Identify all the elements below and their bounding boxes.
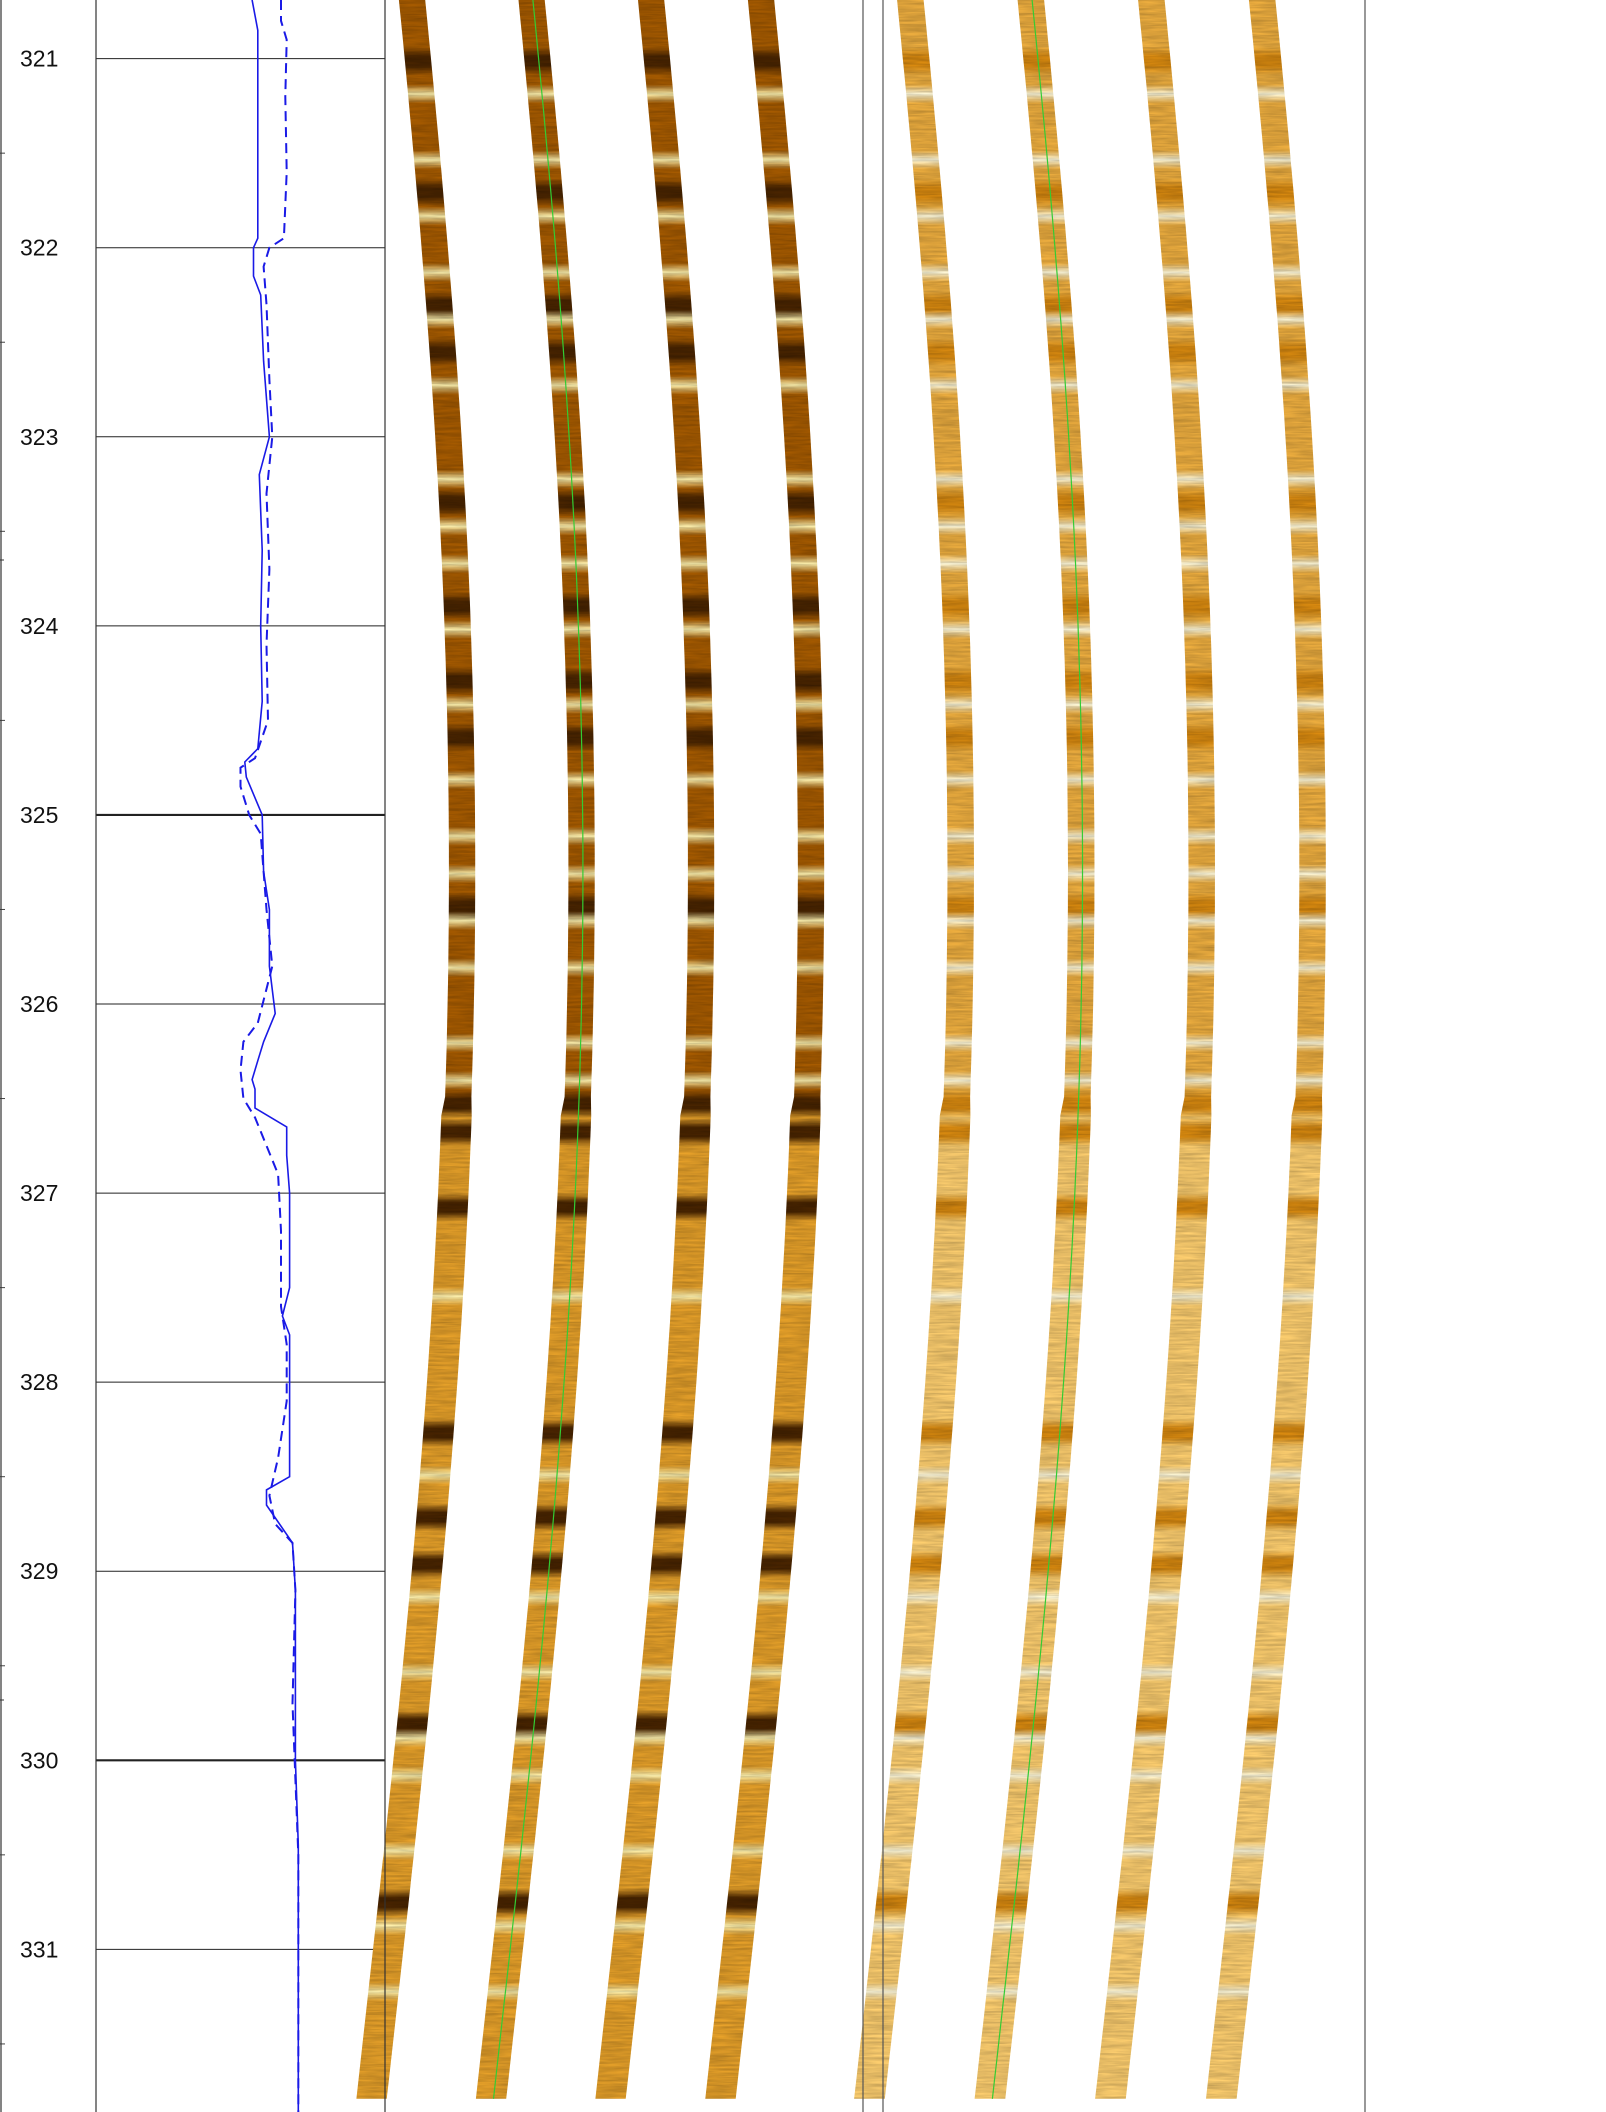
dashed-curve [239, 0, 300, 2112]
dynamic-image-pad-texture-1 [356, 0, 476, 2099]
curve-track [96, 0, 385, 2112]
static-image-pad-texture-1 [854, 0, 974, 2099]
depth-label: 329 [20, 1558, 58, 1584]
depth-label: 331 [20, 1936, 58, 1962]
dynamic-image-panel [356, 0, 825, 2099]
depth-label: 322 [20, 235, 58, 261]
dynamic-image-pad-texture-3 [595, 0, 715, 2099]
depth-label: 323 [20, 424, 58, 450]
static-image-pad-texture-2 [974, 0, 1095, 2099]
static-image-pad-texture-4 [1206, 0, 1326, 2099]
depth-label: 321 [20, 46, 58, 72]
dynamic-image-pad-texture-2 [475, 0, 595, 2099]
static-image-panel [854, 0, 1326, 2099]
depth-label: 328 [20, 1369, 58, 1395]
dynamic-image-pad-texture-4 [705, 0, 825, 2099]
static-image-trace [991, 0, 1084, 2099]
depth-label: 326 [20, 991, 58, 1017]
depth-label: 325 [20, 802, 58, 828]
depth-label: 324 [20, 613, 59, 639]
depth-label: 330 [20, 1747, 58, 1773]
static-image-pad-texture-3 [1095, 0, 1215, 2099]
track-borders [0, 0, 1366, 2112]
depth-track: 321 322 323 324 325 326 327 328 329 330 331 [0, 46, 59, 2045]
depth-label: 327 [20, 1180, 58, 1206]
solid-curve [243, 0, 300, 2112]
dynamic-image-trace [492, 0, 584, 2099]
